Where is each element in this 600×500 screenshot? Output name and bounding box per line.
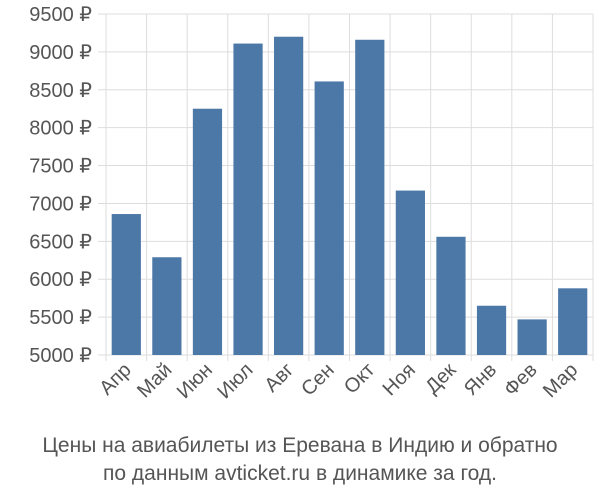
y-tick-label: 9000 ₽ [29, 42, 92, 64]
y-tick-label: 7500 ₽ [29, 156, 92, 178]
bar-Мар [558, 288, 588, 355]
y-tick-label: 8000 ₽ [29, 118, 92, 140]
x-tick-label: Янв [460, 359, 501, 400]
y-tick-label: 5000 ₽ [29, 345, 92, 367]
bar-Авг [274, 36, 304, 355]
bar-Сен [314, 81, 344, 355]
bars [111, 36, 588, 356]
y-tick-label: 8500 ₽ [29, 80, 92, 102]
x-tick-label: Мар [539, 359, 582, 402]
bar-Ноя [395, 190, 425, 355]
bar-Фев [517, 319, 547, 355]
x-tick-label: Окт [340, 359, 379, 398]
x-tick-label: Фев [500, 359, 542, 401]
bar-Окт [355, 39, 385, 356]
y-tick-label: 5500 ₽ [29, 307, 92, 329]
chart-caption-line-1: Цены на авиабилеты из Еревана в Индию и … [42, 434, 558, 457]
y-tick-label: 6000 ₽ [29, 269, 92, 291]
y-tick-label: 7000 ₽ [29, 193, 92, 215]
x-tick-label: Апр [95, 359, 136, 400]
y-tick-label: 6500 ₽ [29, 231, 92, 253]
chart-caption-line-2: по данным avticket.ru в динамике за год. [103, 462, 497, 485]
bar-Дек [436, 236, 466, 355]
x-tick-label: Июн [173, 359, 217, 403]
x-tick-label: Дек [421, 359, 460, 398]
x-tick-label: Май [133, 359, 176, 402]
bar-Июл [233, 43, 263, 355]
bar-Янв [476, 305, 507, 355]
x-tick-label: Авг [260, 359, 298, 397]
x-tick-label: Ноя [379, 359, 420, 400]
y-axis: 5000 ₽ 5500 ₽ 6000 ₽ 6500 ₽ 7000 ₽ 7500 ₽ 8000… [29, 4, 92, 367]
y-tick-label: 9500 ₽ [29, 4, 92, 26]
gridlines [98, 13, 594, 361]
x-tick-label: Июл [213, 359, 257, 403]
bar-Апр [111, 214, 141, 355]
bar-Май [152, 257, 182, 355]
x-tick-label: Сен [297, 359, 338, 400]
bar-Июн [192, 108, 223, 355]
